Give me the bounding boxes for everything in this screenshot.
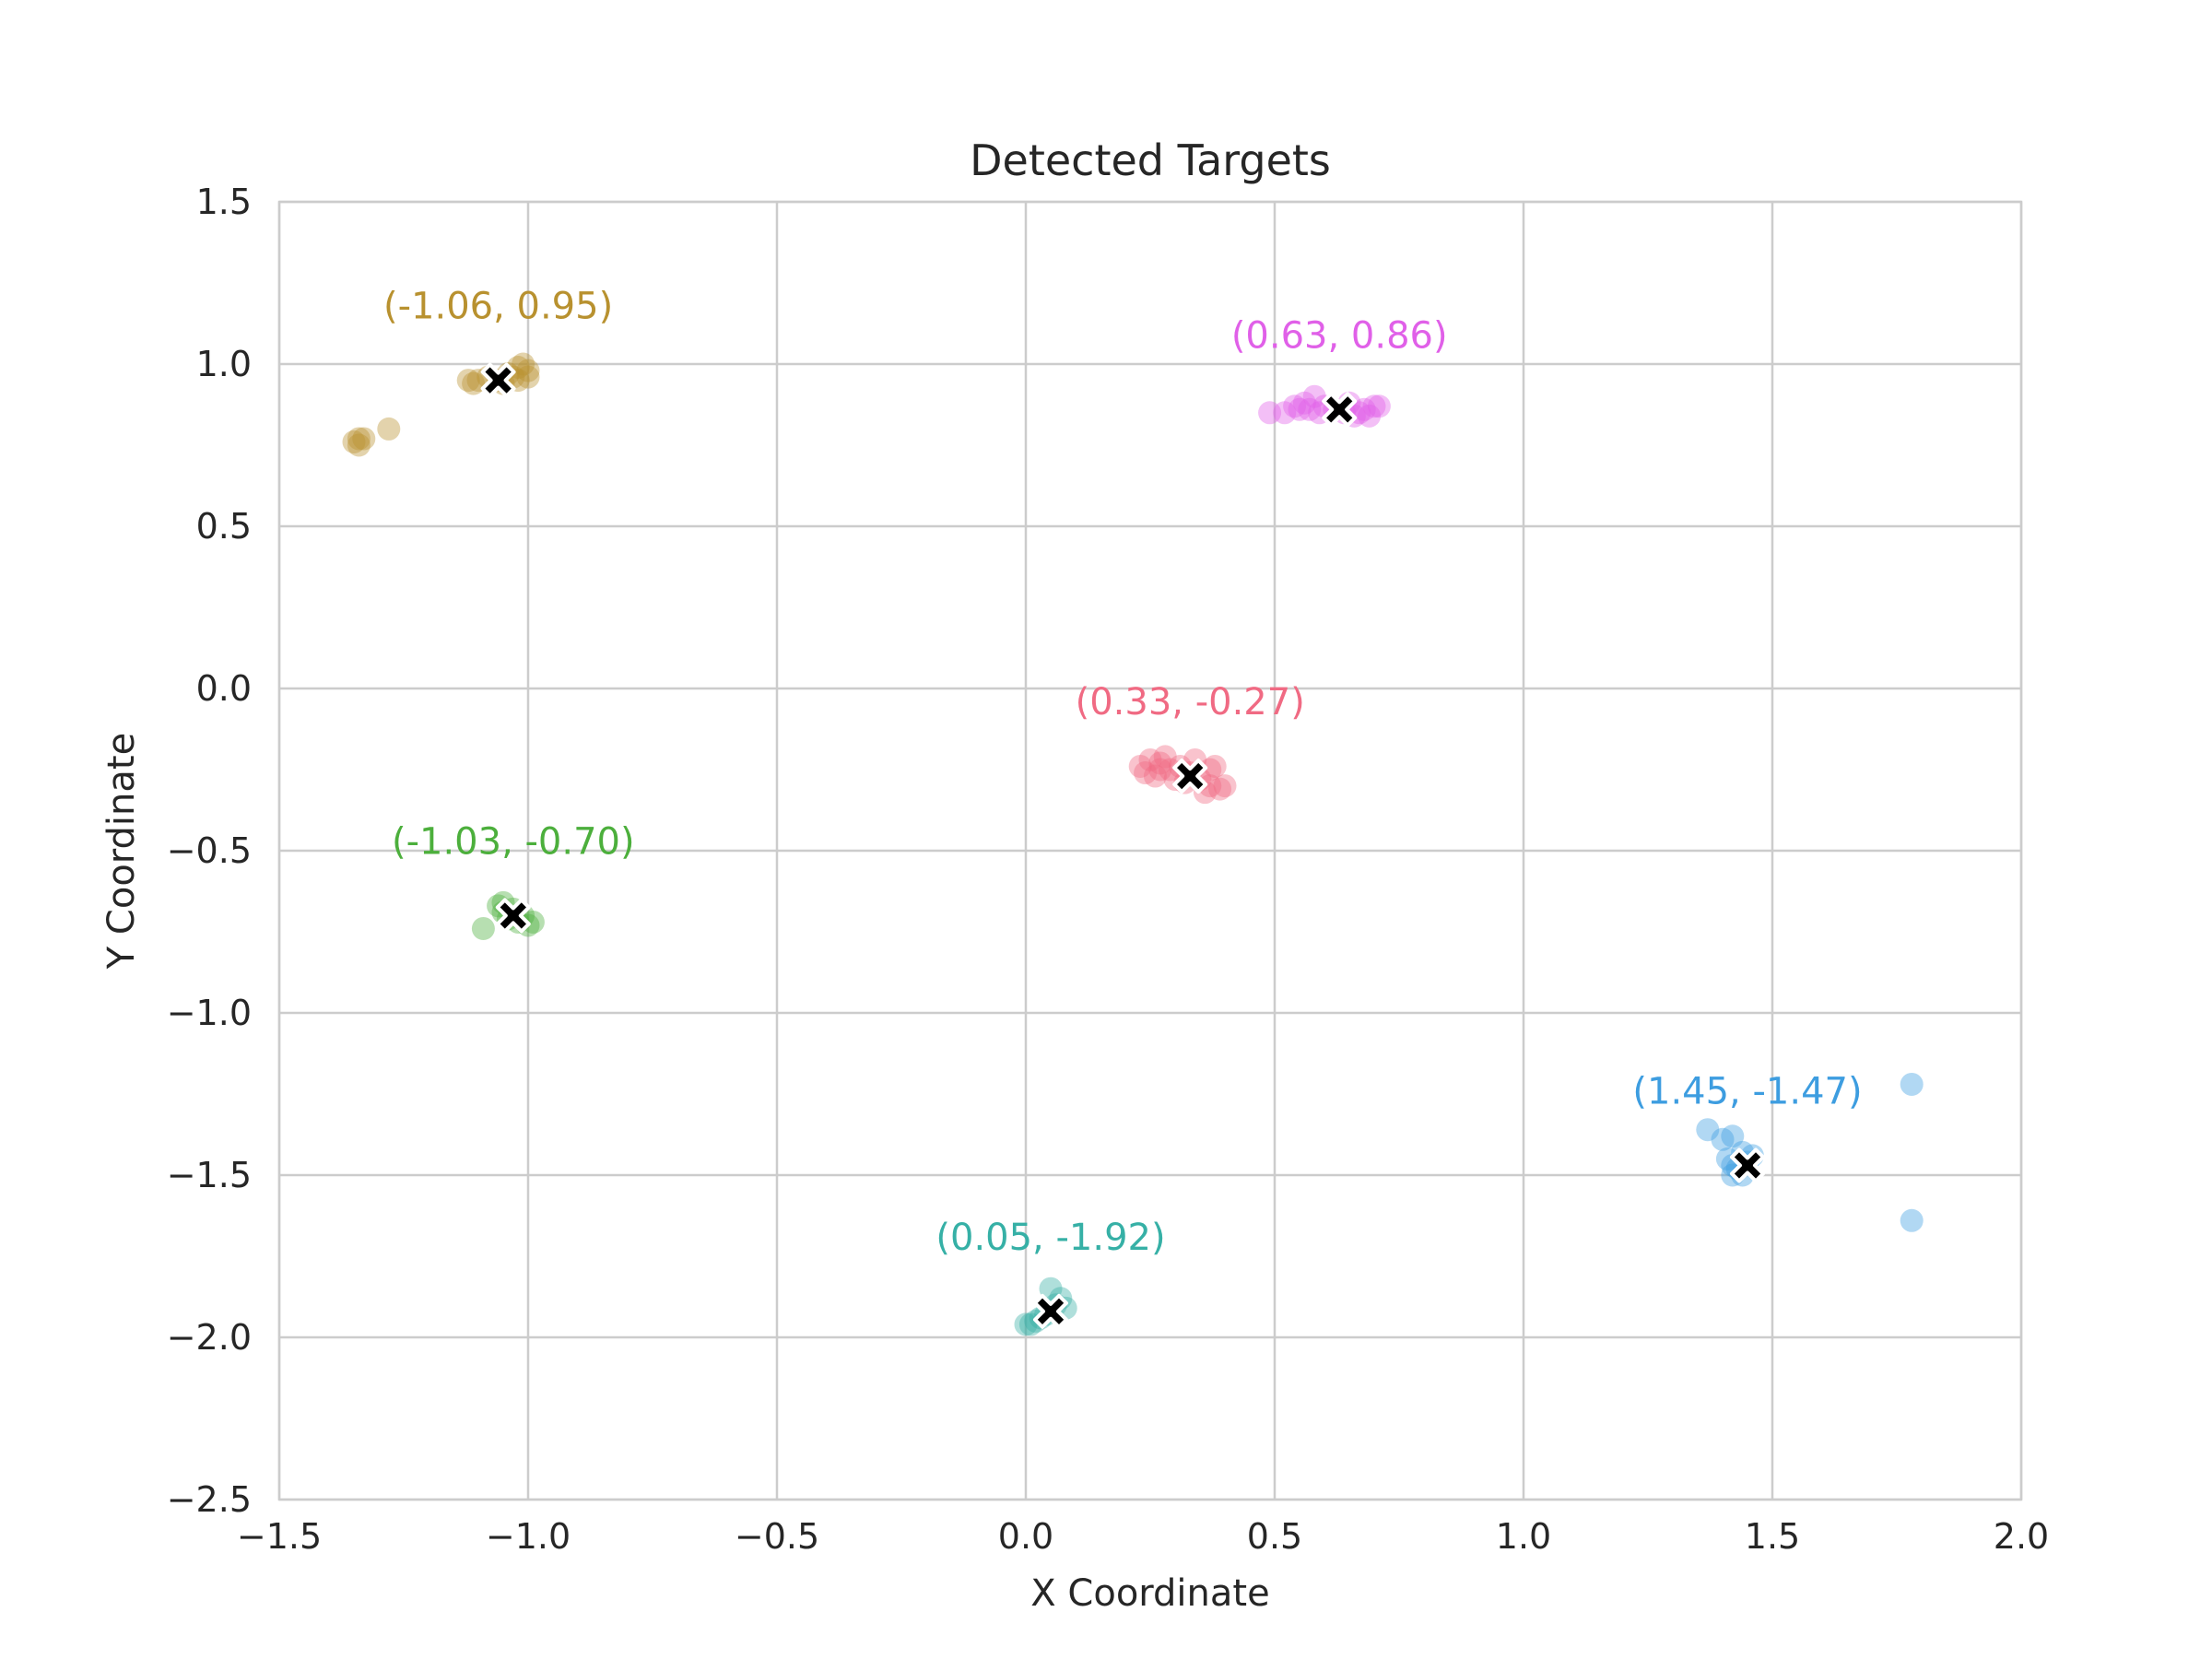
y-tick-label: −0.5 [167,830,252,871]
data-point [1138,747,1162,771]
centroid-marker [1033,1293,1068,1329]
centroid-label: (1.45, -1.47) [1632,1070,1862,1112]
x-tick-label: −1.0 [486,1516,571,1557]
data-point [456,369,480,393]
data-point [1143,764,1167,788]
data-point [1302,384,1326,408]
tick-layer: −1.5 −1.0 −0.5 0.0 0.5 1.0 1.5 2.0 −2.5 −2.0 −1.5 −… [167,182,2050,1557]
y-tick-label: −1.0 [167,993,252,1033]
data-point [1900,1208,1924,1232]
data-point [516,359,540,382]
plot-frame [277,200,2023,1501]
data-point [342,429,366,453]
data-point [1208,777,1232,801]
y-tick-label: −2.5 [167,1479,252,1520]
data-point [1283,394,1307,418]
centroid-label: (0.33, -0.27) [1076,681,1305,724]
centroid-label: (0.05, -1.92) [935,1217,1165,1259]
centroid-label: (0.63, 0.86) [1231,314,1448,357]
y-tick-label: 1.0 [196,344,252,384]
data-point [1148,751,1172,775]
y-tick-label: 1.5 [196,182,252,222]
data-point [1198,774,1222,798]
y-tick-label: −2.0 [167,1317,252,1358]
data-point [1213,774,1237,798]
x-tick-label: 1.0 [1496,1516,1551,1557]
centroid-marker [1730,1147,1765,1183]
data-point [1358,404,1382,428]
data-point [1292,391,1316,415]
x-tick-label: −0.5 [735,1516,819,1557]
data-point [1352,397,1376,421]
x-tick-label: 0.5 [1247,1516,1302,1557]
data-point [347,433,371,457]
data-point [1288,397,1312,421]
data-point [1711,1127,1735,1151]
centroid-marker [1322,392,1358,428]
data-point [1900,1072,1924,1096]
y-tick-label: −1.5 [167,1155,252,1195]
centroid-marker [1172,759,1208,794]
centroid-label: (-1.03, -0.70) [392,820,635,863]
data-point [462,371,486,395]
x-tick-label: 0.0 [998,1516,1053,1557]
y-tick-label: 0.5 [196,506,252,547]
data-point [1128,754,1152,778]
data-point [471,916,495,940]
data-point [1203,754,1227,778]
chart-title: Detected Targets [970,135,1331,185]
data-point [1273,401,1297,425]
y-axis-label: Y Coordinate [100,733,143,970]
data-point [1367,394,1391,418]
data-point [1014,1312,1038,1336]
y-tick-label: 0.0 [196,668,252,709]
x-tick-label: 1.5 [1745,1516,1800,1557]
data-point [1721,1124,1745,1148]
centroid-marker [495,898,531,934]
label-layer: (-1.06, 0.95) (0.63, 0.86) (0.33, -0.27) (-… [383,286,1863,1259]
data-point [1039,1277,1063,1300]
x-tick-label: 2.0 [1994,1516,2049,1557]
data-point [516,365,540,389]
data-point [1134,761,1158,785]
x-tick-label: −1.5 [237,1516,322,1557]
data-point [1153,745,1177,769]
data-point [1258,401,1282,425]
data-point [1298,397,1322,421]
data-point [1696,1118,1720,1142]
data-point [512,352,535,376]
x-axis-label: X Coordinate [1030,1572,1269,1615]
data-point [377,417,401,441]
data-point [1362,394,1386,418]
centroid-layer [480,362,1765,1329]
centroid-label: (-1.06, 0.95) [383,286,613,328]
data-point [1148,758,1172,782]
data-point [347,427,371,451]
centroid-marker [480,362,516,398]
data-point [352,427,376,451]
